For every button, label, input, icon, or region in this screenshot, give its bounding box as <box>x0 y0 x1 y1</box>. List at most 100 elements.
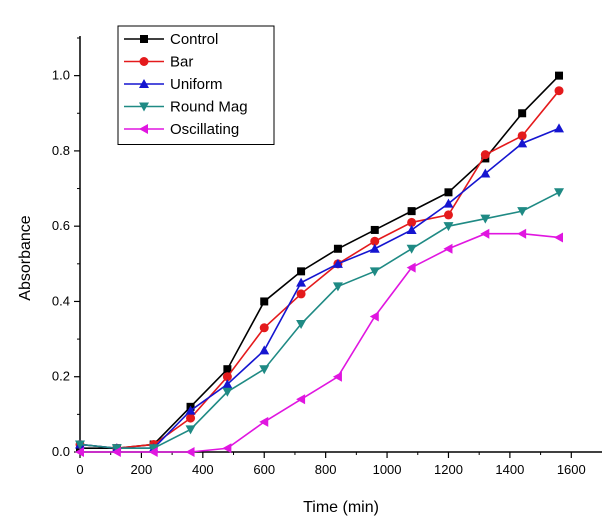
data-point <box>259 323 269 333</box>
data-point <box>296 394 306 405</box>
data-point <box>260 297 269 306</box>
data-point <box>406 262 416 273</box>
data-point <box>75 447 84 457</box>
data-point <box>222 443 232 454</box>
series-line <box>79 90 560 450</box>
data-point <box>139 102 149 112</box>
data-point <box>148 444 159 454</box>
data-point <box>407 207 416 216</box>
data-point <box>139 57 149 66</box>
data-point <box>554 232 564 243</box>
y-tick-label: 1.0 <box>52 68 70 83</box>
data-point <box>185 447 195 457</box>
y-tick-label: 0.2 <box>52 369 70 384</box>
legend-item: Round Mag <box>124 99 248 116</box>
x-tick-label: 1000 <box>373 462 402 477</box>
data-point <box>407 217 417 227</box>
x-tick-label: 1400 <box>495 462 524 477</box>
y-tick-label: 0.0 <box>52 444 70 459</box>
data-point <box>222 379 233 389</box>
data-point <box>555 71 564 80</box>
data-point <box>443 243 453 254</box>
legend: Control Bar Uniform Round Mag Oscillating <box>117 25 275 145</box>
data-point <box>111 447 121 457</box>
data-point <box>296 320 307 330</box>
data-point <box>518 109 527 118</box>
x-tick-label: 800 <box>315 462 337 477</box>
data-point <box>139 79 149 88</box>
data-point <box>554 123 565 133</box>
series-round-mag <box>75 188 565 454</box>
data-point <box>296 277 307 287</box>
series-line <box>80 232 560 453</box>
data-point <box>443 222 454 232</box>
data-point <box>369 267 380 277</box>
data-point <box>333 244 342 253</box>
y-tick-label: 0.8 <box>52 143 70 158</box>
data-point <box>297 267 306 276</box>
series-oscillating <box>75 228 564 457</box>
x-tick-label: 1600 <box>557 462 586 477</box>
data-point <box>140 35 148 43</box>
data-point <box>369 243 380 253</box>
data-point <box>259 416 269 427</box>
x-tick-label: 1200 <box>434 462 463 477</box>
data-point <box>480 228 490 239</box>
data-point <box>517 207 528 217</box>
legend-label: Round Mag <box>170 99 248 116</box>
data-point <box>332 258 343 268</box>
data-point <box>259 365 270 375</box>
data-point <box>332 371 342 382</box>
legend-item: Oscillating <box>124 121 239 138</box>
data-point <box>517 228 527 239</box>
series-uniform <box>75 123 565 453</box>
data-point <box>148 447 158 457</box>
x-tick-label: 200 <box>131 462 153 477</box>
legend-label: Control <box>170 31 218 48</box>
data-point <box>480 150 490 160</box>
series-line <box>79 191 560 450</box>
data-point <box>443 198 454 208</box>
data-point <box>139 124 148 134</box>
series-line <box>79 127 560 450</box>
legend-item: Uniform <box>124 76 223 93</box>
legend-item: Control <box>124 31 218 48</box>
legend-label: Bar <box>170 54 193 71</box>
legend-label: Oscillating <box>170 121 239 138</box>
x-tick-label: 0 <box>76 462 83 477</box>
series-layer <box>75 71 565 457</box>
data-point <box>480 168 491 178</box>
x-tick-label: 400 <box>192 462 214 477</box>
data-point <box>75 440 85 450</box>
data-point <box>223 365 232 374</box>
data-point <box>517 131 527 141</box>
data-point <box>222 372 232 382</box>
data-point <box>332 282 343 292</box>
legend-label: Uniform <box>170 76 223 93</box>
x-tick-label: 600 <box>253 462 275 477</box>
data-point <box>370 225 379 234</box>
data-point <box>296 289 306 299</box>
data-point <box>222 387 233 397</box>
data-point <box>259 345 270 355</box>
y-axis-title: Absorbance <box>17 215 34 300</box>
legend-item: Bar <box>124 54 193 71</box>
data-point <box>186 413 196 423</box>
data-point <box>185 405 196 415</box>
y-tick-label: 0.6 <box>52 218 70 233</box>
data-point <box>554 86 564 96</box>
data-point <box>444 188 453 197</box>
data-point <box>554 188 565 198</box>
data-point <box>111 444 122 454</box>
axes: 0 200 400 600 800 1000 1200 1400 1600 0.0 0.2 0.4 0.… <box>52 36 602 477</box>
y-tick-label: 0.4 <box>52 293 70 308</box>
data-point <box>406 224 417 234</box>
x-axis-title: Time (min) <box>303 499 379 516</box>
data-point <box>443 210 453 220</box>
data-point <box>480 214 491 224</box>
data-point <box>369 311 379 322</box>
data-point <box>370 236 380 246</box>
data-point <box>406 244 417 254</box>
data-point <box>185 425 196 435</box>
